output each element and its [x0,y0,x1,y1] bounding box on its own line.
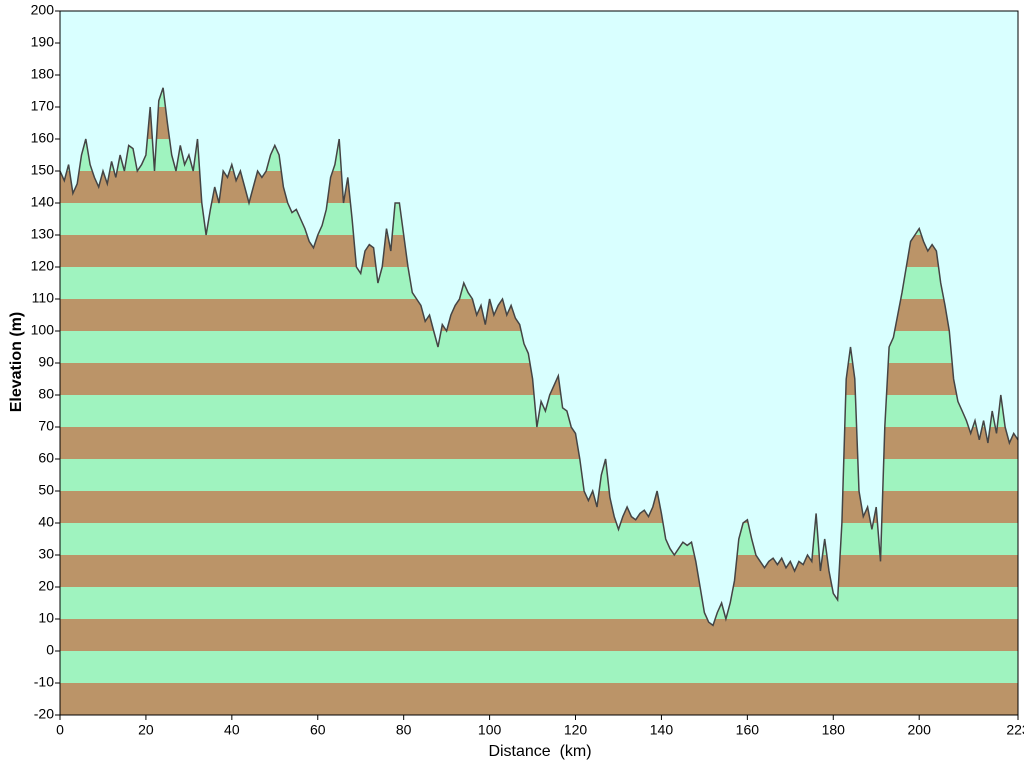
y-tick-label: 110 [32,290,55,306]
y-tick-label: 60 [38,450,54,466]
x-tick-label: 20 [138,722,154,738]
band [60,619,1018,651]
band [60,523,1018,555]
x-tick-label: 60 [310,722,326,738]
y-tick-label: 180 [31,66,55,82]
y-tick-label: 150 [31,162,55,178]
elevation-line [59,87,1019,627]
y-tick-label: 40 [38,514,54,530]
y-tick-label: 200 [31,2,55,18]
y-tick-label: 190 [31,34,55,50]
y-tick-label: 100 [31,322,55,338]
y-tick-label: 20 [38,578,54,594]
y-tick-label: 10 [38,610,54,626]
y-tick-label: 160 [31,130,55,146]
x-tick-label: 0 [56,722,64,738]
y-tick-label: 90 [38,354,54,370]
band [60,555,1018,587]
x-tick-label: 200 [908,722,932,738]
y-tick-label: 120 [31,258,55,274]
x-tick-label: 40 [224,722,240,738]
x-tick-label: 80 [396,722,412,738]
y-tick-label: 0 [46,642,54,658]
x-tick-label: 160 [736,722,760,738]
band [60,683,1018,715]
x-axis-title: Distance (km) [488,743,591,760]
y-tick-label: 130 [31,226,55,242]
y-tick-label: 80 [38,386,54,402]
x-tick-label: 223 [1006,722,1024,738]
y-tick-label: 30 [38,546,54,562]
band [60,651,1018,683]
x-tick-label: 100 [478,722,502,738]
band [60,491,1018,523]
y-axis-title: Elevation (m) [8,312,25,412]
band [60,587,1018,619]
y-tick-label: 70 [38,418,54,434]
y-tick-label: -20 [34,706,54,722]
y-tick-label: -10 [34,674,54,690]
x-tick-label: 180 [822,722,846,738]
x-tick-label: 120 [564,722,588,738]
y-tick-label: 50 [38,482,54,498]
y-tick-label: 140 [31,194,55,210]
x-tick-label: 140 [650,722,674,738]
y-tick-label: 170 [31,98,55,114]
